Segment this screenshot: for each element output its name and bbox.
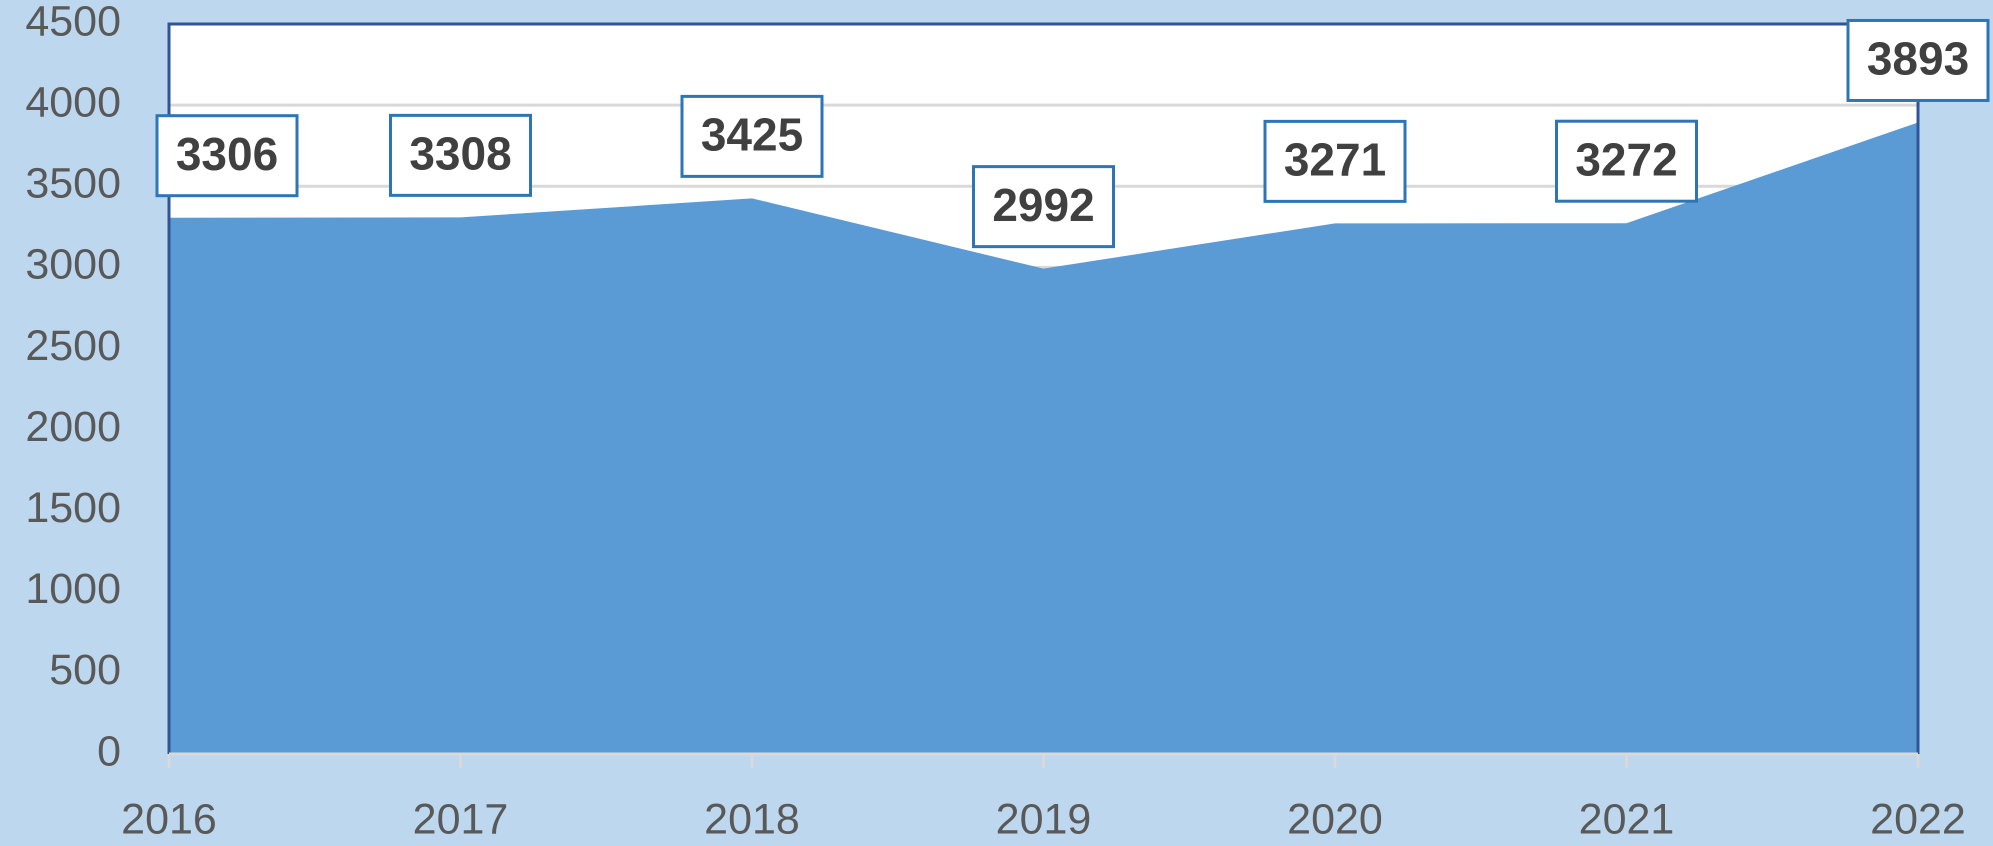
data-label-box <box>1846 18 1990 102</box>
data-label-box <box>1555 119 1698 203</box>
y-tick-label: 0 <box>97 727 121 775</box>
data-label: 3271 <box>1284 134 1386 186</box>
x-tick-label: 2021 <box>1579 795 1675 843</box>
data-label: 3306 <box>176 128 278 180</box>
x-tick-label: 2020 <box>1287 795 1383 843</box>
data-label: 2992 <box>992 179 1094 231</box>
y-tick-label: 3000 <box>25 241 121 289</box>
y-tick-label: 3500 <box>25 160 121 208</box>
y-tick-label: 4000 <box>25 78 121 126</box>
data-label-box <box>680 94 824 178</box>
y-tick-label: 1000 <box>25 565 121 613</box>
data-label: 3425 <box>701 109 803 161</box>
data-label-box <box>972 165 1115 249</box>
x-tick-label: 2022 <box>1870 795 1966 843</box>
x-tick-label: 2017 <box>413 795 509 843</box>
area <box>169 122 1918 755</box>
data-label-box <box>389 113 532 197</box>
data-label: 3893 <box>1867 33 1969 85</box>
data-label: 3272 <box>1575 133 1677 185</box>
y-tick-label: 2500 <box>25 322 121 370</box>
data-label-box <box>1263 119 1407 203</box>
x-tick-label: 2019 <box>996 795 1092 843</box>
x-tick-label: 2016 <box>121 795 217 843</box>
data-label-box <box>155 114 299 198</box>
y-tick-label: 1500 <box>25 484 121 532</box>
y-tick-label: 2000 <box>25 403 121 451</box>
y-tick-label: 500 <box>49 646 121 694</box>
data-label: 3308 <box>409 128 511 180</box>
x-tick-label: 2018 <box>704 795 800 843</box>
y-tick-label: 4500 <box>25 0 121 45</box>
